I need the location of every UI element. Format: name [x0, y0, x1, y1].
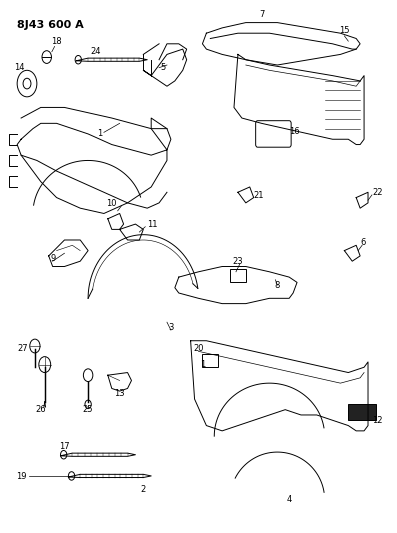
Text: 20: 20 [193, 344, 204, 353]
Text: 27: 27 [17, 344, 28, 353]
Text: 22: 22 [372, 188, 382, 197]
Text: 5: 5 [160, 63, 166, 72]
Text: 19: 19 [16, 472, 26, 481]
Text: 13: 13 [114, 390, 125, 398]
Text: 1: 1 [200, 360, 205, 369]
Text: 7: 7 [259, 10, 264, 19]
Text: 26: 26 [35, 405, 46, 414]
Text: 12: 12 [372, 416, 382, 425]
Bar [202, 354, 218, 367]
Text: 18: 18 [51, 37, 62, 46]
Text: 21: 21 [254, 191, 264, 199]
Text: 15: 15 [339, 26, 350, 35]
Text: 25: 25 [83, 405, 93, 414]
Text: 10: 10 [106, 198, 117, 207]
Text: 14: 14 [14, 63, 24, 72]
Text: 3: 3 [168, 323, 173, 332]
Text: 17: 17 [59, 442, 70, 451]
Text: 23: 23 [233, 257, 243, 266]
Text: 2: 2 [141, 485, 146, 494]
Text: 1: 1 [97, 130, 102, 139]
Text: 24: 24 [91, 47, 101, 56]
Text: 4: 4 [287, 496, 292, 504]
Text: 11: 11 [147, 220, 158, 229]
Bar [230, 269, 246, 282]
Text: 6: 6 [360, 238, 366, 247]
Text: 16: 16 [289, 127, 300, 136]
Text: 8: 8 [275, 281, 280, 290]
Text: 9: 9 [50, 254, 55, 263]
Text: 8J43 600 A: 8J43 600 A [17, 20, 84, 30]
FancyBboxPatch shape [348, 405, 376, 420]
